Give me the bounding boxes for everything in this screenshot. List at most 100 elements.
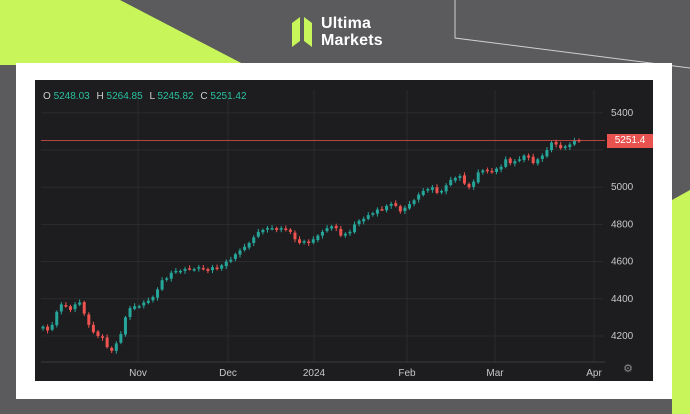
candle-body — [458, 176, 462, 178]
candle-body — [178, 270, 182, 273]
candle-body — [110, 347, 114, 351]
candle-body — [224, 261, 228, 267]
last-price-badge: 5251.4 — [607, 133, 653, 148]
y-tick-label: 4200 — [611, 331, 634, 342]
candle-body — [50, 324, 54, 330]
candle-body — [517, 159, 521, 161]
candle-body — [366, 215, 370, 219]
candle-body — [407, 203, 411, 209]
candle-body — [412, 200, 416, 204]
candle-body — [156, 289, 160, 298]
gear-icon[interactable]: ⚙ — [623, 363, 633, 375]
candle-body — [362, 218, 366, 222]
ohlc-readout: O 5248.03 H 5264.85 L 5245.82 C 5251.42 — [43, 91, 251, 102]
candle-body — [320, 231, 324, 236]
candle-body — [339, 228, 343, 236]
candle-body — [417, 194, 421, 200]
candle-body — [476, 172, 480, 183]
candle-body — [559, 144, 563, 149]
candle-body — [261, 230, 265, 233]
candle-body — [78, 302, 82, 305]
candle-body — [114, 343, 118, 351]
candle-body — [426, 189, 430, 191]
candle-body — [353, 224, 357, 233]
candle-body — [183, 269, 187, 271]
candle-body — [298, 239, 302, 244]
candle-body — [545, 150, 549, 157]
candle-body — [550, 142, 554, 151]
candle-body — [504, 159, 508, 167]
candle-body — [288, 229, 292, 232]
candle-body — [540, 155, 544, 159]
candle-body — [247, 243, 251, 248]
candle-body — [572, 140, 576, 145]
candle-body — [403, 207, 407, 212]
candle-body — [91, 324, 95, 333]
ohlc-high-label: H — [96, 91, 104, 102]
candle-body — [133, 306, 137, 309]
ohlc-open-value: 5248.03 — [53, 91, 90, 102]
candle-body — [174, 270, 178, 273]
candle-body — [430, 187, 434, 190]
candle-body — [472, 181, 476, 187]
ohlc-close-label: C — [200, 91, 208, 102]
x-tick-label: Mar — [486, 368, 504, 379]
y-tick-label: 4800 — [611, 219, 634, 230]
candle-body — [252, 237, 256, 244]
candle-body — [554, 141, 558, 145]
candle-body — [421, 190, 425, 196]
candle-body — [357, 220, 361, 225]
candle-body — [440, 190, 444, 193]
y-tick-label: 4400 — [611, 294, 634, 305]
candle-body — [233, 254, 237, 260]
ohlc-low-label: L — [149, 91, 155, 102]
candle-body — [467, 183, 471, 188]
candle-body — [201, 267, 205, 270]
y-tick-label: 5400 — [611, 108, 634, 119]
candle-body — [46, 326, 50, 331]
candle-body — [316, 235, 320, 241]
candle-body — [160, 280, 164, 290]
candle-body — [453, 177, 457, 181]
brand-name-line1: Ultima — [321, 15, 372, 32]
candle-body — [270, 228, 274, 230]
candle-body — [101, 336, 105, 338]
candle-body — [64, 305, 68, 307]
candle-body — [394, 203, 398, 206]
candle-body — [41, 326, 45, 329]
ultima-markets-logo-icon — [292, 17, 312, 47]
candle-body — [128, 308, 132, 318]
y-tick-label: 4600 — [611, 257, 634, 268]
candle-body — [527, 155, 531, 158]
y-tick-label: 5000 — [611, 182, 634, 193]
x-tick-label: Dec — [219, 368, 237, 379]
candle-body — [531, 156, 535, 164]
candle-body — [307, 241, 311, 244]
candle-body — [343, 233, 347, 236]
price-chart[interactable]: 4200 4400 4600 4800 5000 5400 Nov Dec 2024 Feb Mar… — [35, 80, 653, 381]
candle-body — [68, 306, 72, 310]
candle-body — [137, 306, 141, 308]
candle-body — [462, 175, 466, 184]
candle-body — [375, 209, 379, 214]
candle-body — [96, 331, 100, 336]
chart-canvas[interactable]: 4200 4400 4600 4800 5000 5400 Nov Dec 2024 Feb Mar… — [35, 80, 653, 381]
candle-body — [265, 228, 269, 230]
candle-body — [385, 205, 389, 211]
ohlc-open-label: O — [43, 91, 51, 102]
candle-body — [284, 228, 288, 231]
candle-body — [220, 265, 224, 269]
candle-body — [151, 296, 155, 301]
candle-body — [330, 226, 334, 229]
brand-logo: Ultima Markets — [292, 14, 383, 52]
candle-body — [82, 302, 86, 314]
candle-body — [485, 169, 489, 172]
candle-body — [522, 155, 526, 161]
candle-body — [293, 232, 297, 240]
candle-body — [499, 166, 503, 170]
candle-body — [146, 300, 150, 303]
candle-body — [513, 161, 517, 164]
candle-body — [371, 213, 375, 215]
candle-body — [348, 231, 352, 234]
